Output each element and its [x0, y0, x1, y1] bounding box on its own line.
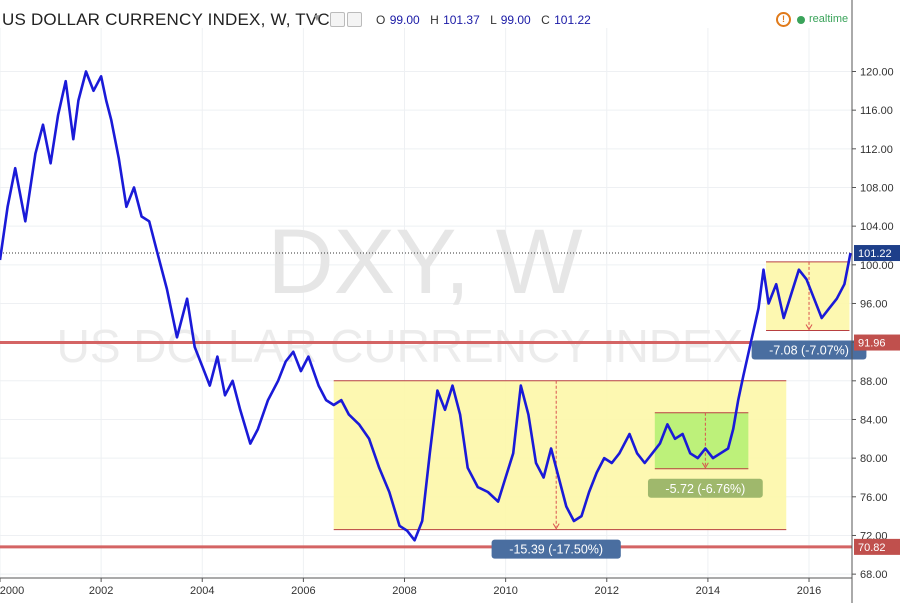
range-label-text: -15.39 (-17.50%) [509, 543, 603, 557]
x-tick-label: 2002 [89, 585, 113, 597]
y-tick-label: 104.00 [860, 221, 894, 233]
arrow-down-icon [805, 324, 813, 331]
range-measure-label: -5.72 (-6.76%) [647, 478, 763, 498]
range-label-text: -5.72 (-6.76%) [665, 482, 745, 496]
hide-icon[interactable] [347, 12, 362, 27]
y-tick-label: 88.00 [860, 376, 888, 388]
y-tick-label: 84.00 [860, 414, 888, 426]
x-tick-label: 2004 [190, 585, 214, 597]
watermark-symbol: DXY, W [267, 211, 582, 313]
watermark-name: US DOLLAR CURRENCY INDEX [57, 320, 744, 372]
price-tag[interactable]: 101.22 [854, 245, 900, 262]
price-tag-label: 91.96 [858, 338, 886, 350]
y-tick-label: 108.00 [860, 182, 894, 194]
y-tick-label: 96.00 [860, 298, 888, 310]
range-label-box [491, 539, 621, 559]
ohlc-readout: O 99.00 H 101.37 L 99.00 C 101.22 [370, 13, 591, 27]
y-tick-label: 76.00 [860, 492, 888, 504]
low-label: L [490, 13, 497, 27]
high-label: H [430, 13, 439, 27]
y-tick-label: 100.00 [860, 260, 894, 272]
symbol-title[interactable]: US DOLLAR CURRENCY INDEX, W, TVC [2, 10, 330, 29]
x-tick-label: 2012 [595, 585, 619, 597]
price-tag-box [854, 334, 900, 351]
high-value: 101.37 [443, 13, 480, 27]
realtime-label[interactable]: realtime [809, 13, 849, 25]
x-tick-label: 2014 [696, 585, 720, 597]
price-tag-box [854, 538, 900, 555]
arrow-down-icon [701, 462, 709, 469]
price-tag-label: 101.22 [858, 248, 892, 260]
range-measure-label: -15.39 (-17.50%) [491, 539, 621, 559]
range-label-box [647, 478, 763, 498]
range-measure-label: -7.08 (-7.07%) [751, 340, 867, 360]
y-tick-label: 112.00 [860, 144, 893, 156]
price-line[interactable] [0, 70, 852, 542]
open-label: O [376, 13, 386, 27]
price-tag[interactable]: 91.96 [854, 334, 900, 351]
chart-header: US DOLLAR CURRENCY INDEX, W, TVC ▼ O 99.… [0, 0, 900, 36]
settings-icon[interactable] [330, 12, 345, 27]
chevron-down-icon[interactable]: ▼ [312, 13, 322, 24]
open-value: 99.00 [389, 13, 420, 27]
close-value: 101.22 [554, 13, 591, 27]
live-dot-icon [797, 16, 805, 24]
x-tick-label: 2010 [493, 585, 517, 597]
price-tag-label: 70.82 [858, 542, 886, 554]
x-tick-label: 2006 [291, 585, 315, 597]
range-box[interactable] [654, 412, 749, 469]
range-label-box [751, 340, 867, 360]
y-tick-label: 120.00 [860, 66, 894, 78]
close-label: C [541, 13, 550, 27]
alert-circle-icon[interactable]: ! [776, 12, 791, 27]
range-label-text: -7.08 (-7.07%) [769, 344, 849, 358]
y-tick-label: 80.00 [860, 453, 888, 465]
x-tick-label: 2016 [797, 585, 821, 597]
price-tag[interactable]: 70.82 [854, 538, 900, 555]
x-tick-label: 2000 [0, 585, 24, 597]
arrow-down-icon [552, 523, 560, 530]
y-tick-label: 116.00 [860, 105, 893, 117]
price-tag-box [854, 245, 900, 262]
low-value: 99.00 [500, 13, 531, 27]
x-tick-label: 2008 [392, 585, 416, 597]
y-tick-label: 68.00 [860, 569, 888, 581]
